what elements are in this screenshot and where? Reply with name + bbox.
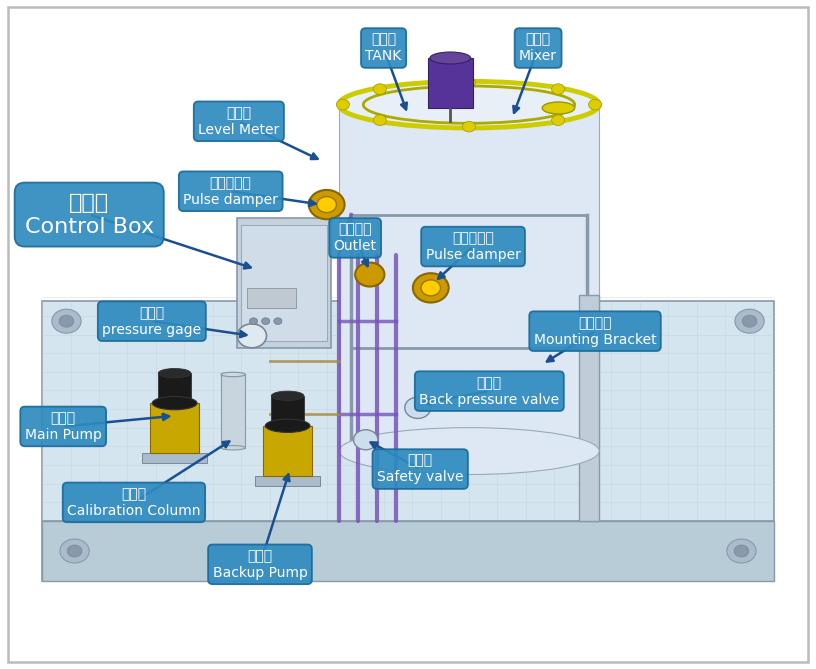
Ellipse shape <box>430 52 471 64</box>
Text: 液位仪
Level Meter: 液位仪 Level Meter <box>198 106 279 136</box>
Ellipse shape <box>339 427 599 474</box>
Circle shape <box>355 262 384 286</box>
Circle shape <box>317 197 336 213</box>
Circle shape <box>353 429 378 450</box>
Circle shape <box>250 318 258 324</box>
Bar <box>264 425 312 476</box>
Polygon shape <box>42 301 774 521</box>
Polygon shape <box>42 521 774 581</box>
Text: 安全阀
Safety valve: 安全阀 Safety valve <box>377 454 463 484</box>
Text: 安装支架
Mounting Bracket: 安装支架 Mounting Bracket <box>534 316 656 347</box>
Circle shape <box>59 315 73 327</box>
Text: AOSH: AOSH <box>167 311 583 438</box>
Ellipse shape <box>153 397 197 410</box>
Text: 加药出口
Outlet: 加药出口 Outlet <box>334 223 377 254</box>
Circle shape <box>588 99 601 110</box>
Bar <box>237 218 330 348</box>
Circle shape <box>374 115 386 126</box>
Circle shape <box>60 539 89 563</box>
Text: 标定柱
Calibration Column: 标定柱 Calibration Column <box>67 487 201 518</box>
Circle shape <box>463 121 476 132</box>
Circle shape <box>67 545 82 557</box>
Text: 主用泵
Main Pump: 主用泵 Main Pump <box>24 411 102 442</box>
Circle shape <box>237 324 267 348</box>
Circle shape <box>413 273 449 302</box>
Ellipse shape <box>221 372 246 377</box>
Circle shape <box>552 84 565 94</box>
Circle shape <box>727 539 756 563</box>
Bar <box>339 104 599 451</box>
Ellipse shape <box>158 369 191 378</box>
Text: 压力表
pressure gage: 压力表 pressure gage <box>102 306 202 337</box>
Bar <box>242 225 326 341</box>
Circle shape <box>336 99 349 110</box>
Bar <box>428 58 473 108</box>
Text: 脉冲阻尼器
Pulse damper: 脉冲阻尼器 Pulse damper <box>426 231 521 262</box>
Circle shape <box>374 84 386 94</box>
Bar <box>142 453 207 463</box>
Circle shape <box>421 280 441 296</box>
Text: 背压阀
Back pressure valve: 背压阀 Back pressure valve <box>419 376 560 407</box>
Circle shape <box>734 545 749 557</box>
Text: 备用泵
Backup Pump: 备用泵 Backup Pump <box>212 549 308 580</box>
Bar <box>255 476 320 486</box>
Circle shape <box>51 309 81 333</box>
Circle shape <box>735 309 765 333</box>
Bar <box>150 403 199 453</box>
Ellipse shape <box>265 419 310 432</box>
Text: 控制箱
Control Box: 控制箱 Control Box <box>24 193 153 237</box>
Ellipse shape <box>221 446 246 450</box>
Text: 脉冲阻尼器
Pulse damper: 脉冲阻尼器 Pulse damper <box>184 176 278 207</box>
Bar <box>221 375 246 448</box>
Circle shape <box>262 318 270 324</box>
Circle shape <box>405 397 431 418</box>
Text: 储药箱
TANK: 储药箱 TANK <box>366 33 401 64</box>
Ellipse shape <box>339 81 599 128</box>
Bar <box>579 294 599 521</box>
Bar <box>247 288 295 308</box>
Circle shape <box>552 115 565 126</box>
Text: 搅拌机
Mixer: 搅拌机 Mixer <box>519 33 557 64</box>
Ellipse shape <box>272 391 304 401</box>
Bar <box>158 373 191 403</box>
Ellipse shape <box>542 102 574 114</box>
Circle shape <box>274 318 282 324</box>
Bar <box>272 396 304 425</box>
Circle shape <box>463 78 476 88</box>
Circle shape <box>308 190 344 219</box>
Polygon shape <box>42 521 774 581</box>
Circle shape <box>743 315 757 327</box>
